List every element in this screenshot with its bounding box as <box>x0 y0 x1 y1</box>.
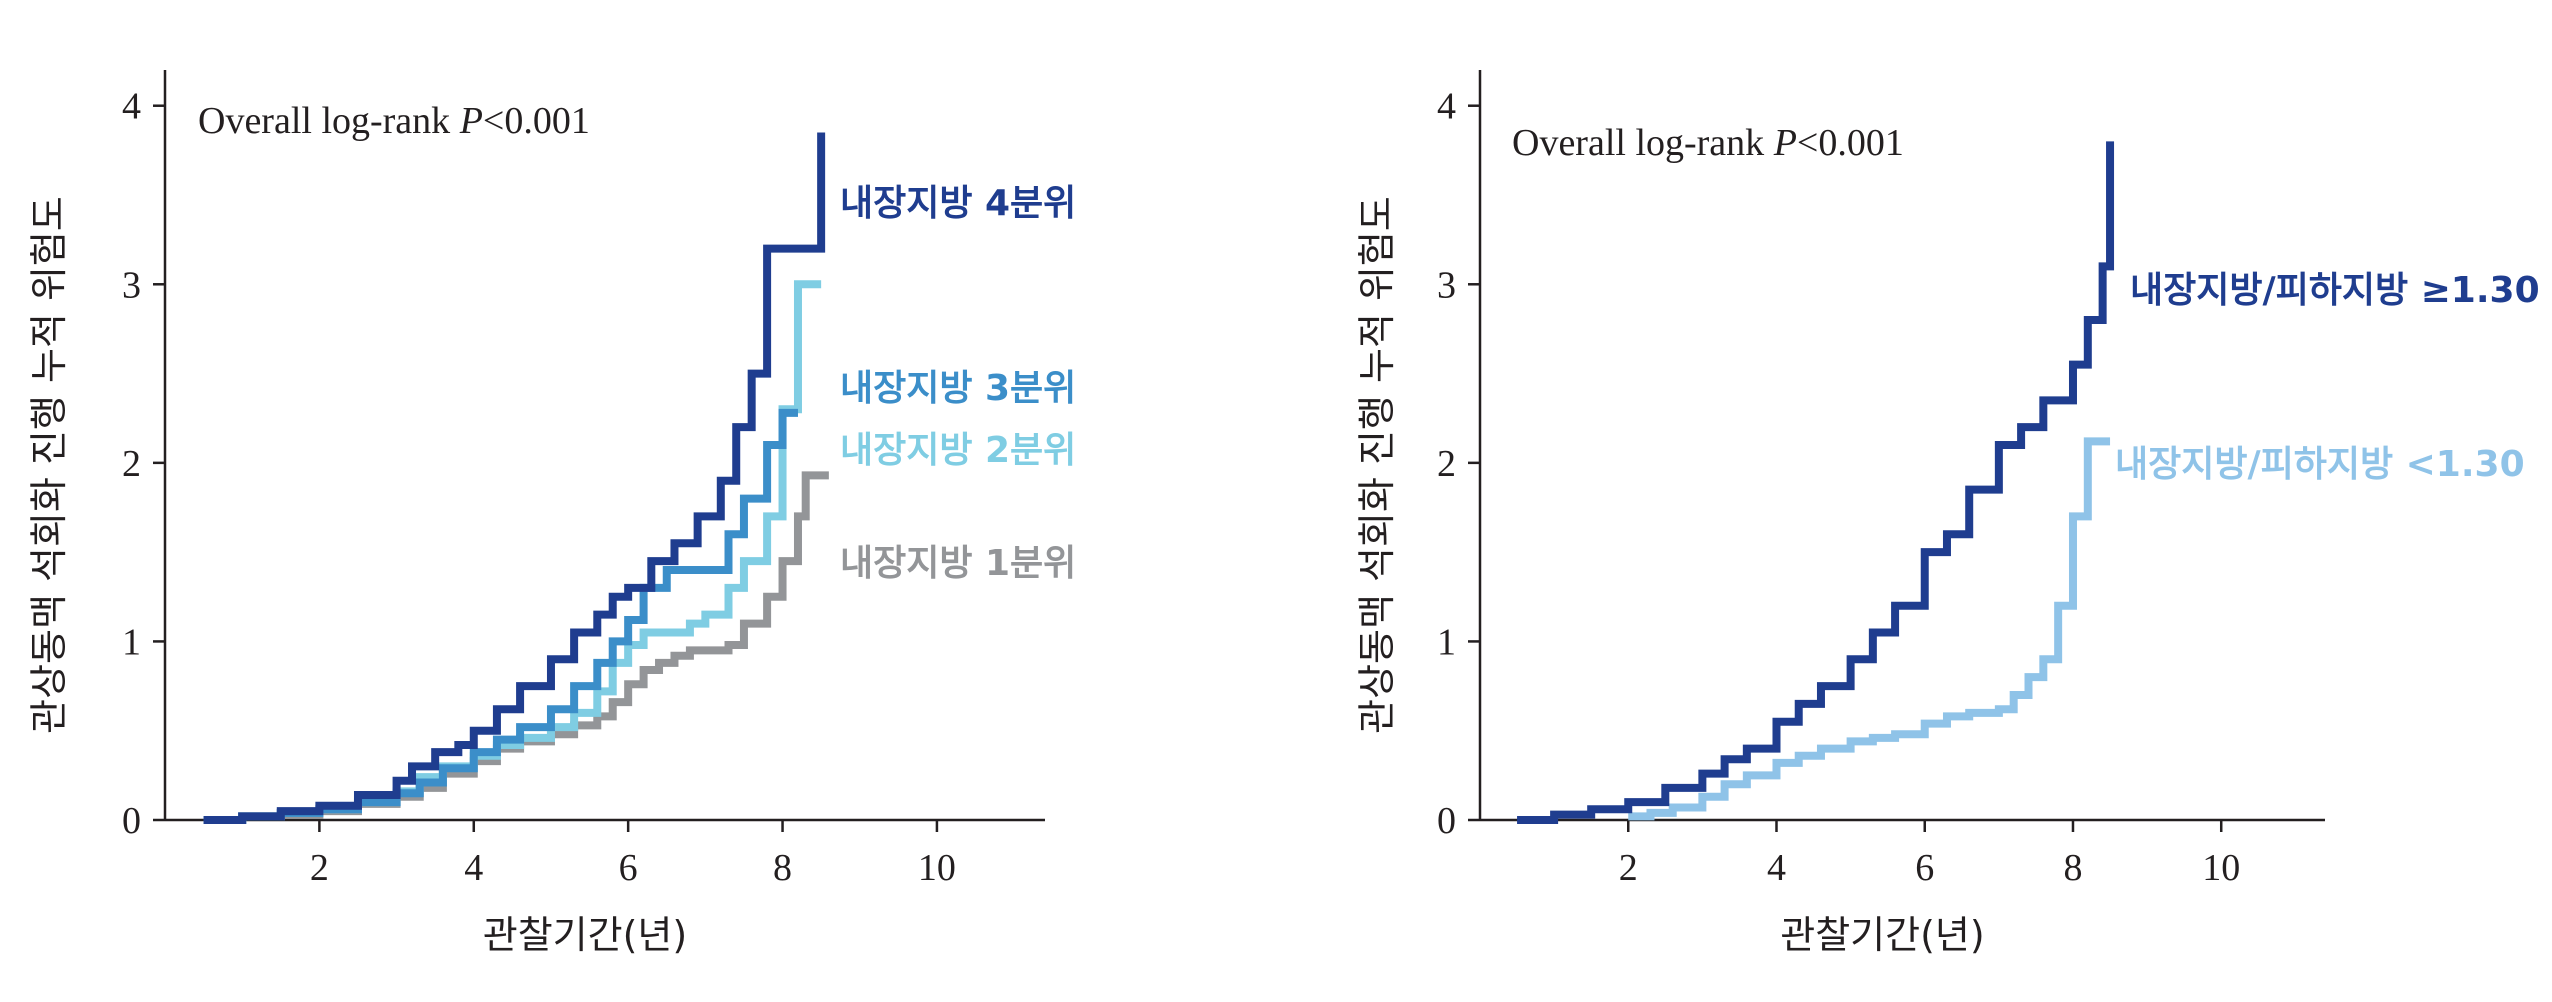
series-line-right-0 <box>1628 437 2111 821</box>
y-axis-title: 관상동맥 석회화 진행 누적 위험도 <box>1355 196 1399 734</box>
x-tick-label: 2 <box>310 847 329 889</box>
x-tick-label: 10 <box>918 847 956 889</box>
y-tick-label: 0 <box>122 800 141 842</box>
series-line-right-1 <box>1517 141 2115 824</box>
annotation-p: P <box>459 100 483 142</box>
x-tick-label: 4 <box>464 847 483 889</box>
series-label: 내장지방 4분위 <box>840 183 1076 224</box>
y-tick-label: 3 <box>1437 264 1456 306</box>
x-tick-label: 10 <box>2202 847 2240 889</box>
x-tick-label: 6 <box>619 847 638 889</box>
y-tick-label: 2 <box>122 443 141 485</box>
left-chart-panel: 0 1 2 3 4 2 4 6 8 10 관찰기간(년) 관상동맥 석회화 진행 누적 위험도 Over… <box>27 70 1076 957</box>
logrank-annotation: Overall log-rank P<0.001 <box>198 100 590 142</box>
x-tick-label: 6 <box>1915 847 1934 889</box>
right-chart-panel: 0 1 2 3 4 2 4 6 8 10 관찰기간(년) 관상동맥 석회화 진행 누적 위험도 Over… <box>1355 70 2540 957</box>
annotation-p: P <box>1773 122 1797 164</box>
y-tick-label: 4 <box>122 86 141 128</box>
logrank-annotation: Overall log-rank P<0.001 <box>1512 122 1904 164</box>
y-tick-label: 3 <box>122 264 141 306</box>
y-tick-label: 1 <box>122 621 141 663</box>
series-line-left-3 <box>203 132 826 824</box>
x-tick-label: 2 <box>1619 847 1638 889</box>
series-label: 내장지방/피하지방 ≥1.30 <box>2130 270 2540 311</box>
series-label: 내장지방 3분위 <box>840 368 1076 409</box>
y-axis-title: 관상동맥 석회화 진행 누적 위험도 <box>27 196 71 734</box>
x-tick-label: 8 <box>2063 847 2082 889</box>
x-tick-label: 4 <box>1767 847 1786 889</box>
annotation-prefix: Overall log-rank <box>198 100 460 142</box>
series-label: 내장지방/피하지방 <1.30 <box>2115 444 2525 485</box>
y-tick-label: 1 <box>1437 621 1456 663</box>
y-tick-label: 2 <box>1437 443 1456 485</box>
x-axis-title: 관찰기간(년) <box>1780 913 1984 957</box>
annotation-suffix: <0.001 <box>483 100 590 142</box>
annotation-suffix: <0.001 <box>1797 122 1904 164</box>
series-line-left-0 <box>203 471 829 824</box>
x-axis-title: 관찰기간(년) <box>483 913 687 957</box>
y-tick-label: 0 <box>1437 800 1456 842</box>
series-label: 내장지방 2분위 <box>840 430 1076 471</box>
series-label: 내장지방 1분위 <box>840 543 1076 584</box>
y-tick-label: 4 <box>1437 86 1456 128</box>
x-tick-label: 8 <box>773 847 792 889</box>
annotation-prefix: Overall log-rank <box>1512 122 1774 164</box>
